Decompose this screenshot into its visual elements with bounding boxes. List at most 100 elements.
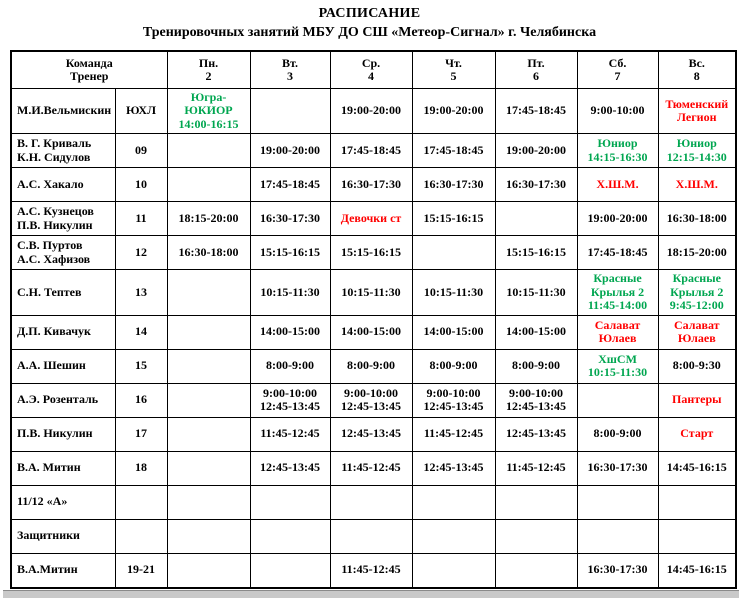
schedule-cell: 12:45-13:45 xyxy=(329,416,413,452)
team-number-cell: 11 xyxy=(114,201,168,237)
day-header: Пт. 6 xyxy=(494,50,578,89)
coach-cell: 11/12 «А» xyxy=(10,484,116,520)
team-number-cell: 12 xyxy=(114,235,168,271)
team-number-cell: 14 xyxy=(114,314,168,350)
table-row: П.В. Никулин 17 11:45-12:45 12:45-13:45 11:4… xyxy=(10,416,737,452)
schedule-cell: 14:45-16:15 xyxy=(657,450,737,486)
coach-cell: В.А.Митин xyxy=(10,552,116,589)
schedule-cell: 8:00-9:30 xyxy=(657,348,737,384)
schedule-cell xyxy=(329,484,413,520)
schedule-cell: 9:00-10:00 xyxy=(576,87,659,135)
schedule-cell xyxy=(166,416,251,452)
team-number-cell: 16 xyxy=(114,382,168,418)
schedule-cell xyxy=(576,484,659,520)
schedule-cell xyxy=(411,235,496,271)
schedule-cell: 15:15-16:15 xyxy=(494,235,578,271)
schedule-cell: 8:00-9:00 xyxy=(411,348,496,384)
schedule-cell: 9:00-10:00 12:45-13:45 xyxy=(411,382,496,418)
schedule-cell: Девочки ст xyxy=(329,201,413,237)
schedule-cell xyxy=(657,484,737,520)
schedule-cell: 10:15-11:30 xyxy=(329,269,413,316)
day-header: Ср. 4 xyxy=(329,50,413,89)
schedule-cell: Старт xyxy=(657,416,737,452)
schedule-cell: 16:30-17:30 xyxy=(411,167,496,203)
team-number-cell: ЮХЛ xyxy=(114,87,168,135)
schedule-cell: Салават Юлаев xyxy=(576,314,659,350)
schedule-cell: 15:15-16:15 xyxy=(411,201,496,237)
schedule-cell xyxy=(249,518,331,554)
schedule-cell: 16:30-17:30 xyxy=(576,450,659,486)
schedule-cell: 8:00-9:00 xyxy=(494,348,578,384)
schedule-cell: 17:45-18:45 xyxy=(576,235,659,271)
schedule-cell: 19:00-20:00 xyxy=(494,133,578,169)
day-header: Чт. 5 xyxy=(411,50,496,89)
team-number-cell: 09 xyxy=(114,133,168,169)
schedule-cell: Красные Крылья 2 11:45-14:00 xyxy=(576,269,659,316)
schedule-cell xyxy=(166,484,251,520)
schedule-cell: 14:00-15:00 xyxy=(329,314,413,350)
schedule-cell: 14:00-15:00 xyxy=(411,314,496,350)
schedule-cell: Красные Крылья 2 9:45-12:00 xyxy=(657,269,737,316)
team-number-cell: 17 xyxy=(114,416,168,452)
team-number-cell xyxy=(114,518,168,554)
table-row: 11/12 «А» xyxy=(10,484,737,520)
corner-header: Команда Тренер xyxy=(10,50,168,89)
table-row: В.А. Митин 18 12:45-13:45 11:45-12:45 12:45-… xyxy=(10,450,737,486)
schedule-cell xyxy=(166,314,251,350)
schedule-cell: 19:00-20:00 xyxy=(576,201,659,237)
coach-cell: А.А. Шешин xyxy=(10,348,116,384)
schedule-cell: 14:00-15:00 xyxy=(494,314,578,350)
schedule-cell xyxy=(576,382,659,418)
team-number-cell: 13 xyxy=(114,269,168,316)
coach-cell: А.Э. Розенталь xyxy=(10,382,116,418)
day-header: Вс. 8 xyxy=(657,50,737,89)
schedule-cell: 16:30-17:30 xyxy=(494,167,578,203)
coach-cell: П.В. Никулин xyxy=(10,416,116,452)
schedule-cell: 9:00-10:00 12:45-13:45 xyxy=(329,382,413,418)
schedule-cell: 12:45-13:45 xyxy=(249,450,331,486)
schedule-cell: Пантеры xyxy=(657,382,737,418)
schedule-cell: 11:45-12:45 xyxy=(329,450,413,486)
table-row: А.С. Кузнецов П.В. Никулин 11 18:15-20:00 1… xyxy=(10,201,737,237)
coach-cell: С.В. Пуртов А.С. Хафизов xyxy=(10,235,116,271)
schedule-cell xyxy=(166,382,251,418)
schedule-cell xyxy=(166,518,251,554)
schedule-cell xyxy=(657,518,737,554)
schedule-cell: 8:00-9:00 xyxy=(249,348,331,384)
table-row: Защитники xyxy=(10,518,737,554)
schedule-cell: 16:30-18:00 xyxy=(166,235,251,271)
table-row: В.А.Митин 19-21 11:45-12:45 16:30-17:30 14:4… xyxy=(10,552,737,589)
schedule-cell: 16:30-18:00 xyxy=(657,201,737,237)
schedule-cell: 12:45-13:45 xyxy=(494,416,578,452)
team-number-cell xyxy=(114,484,168,520)
team-number-cell: 15 xyxy=(114,348,168,384)
schedule-cell: 16:30-17:30 xyxy=(329,167,413,203)
table-row: В. Г. Криваль К.Н. Сидулов 09 19:00-20:00 1… xyxy=(10,133,737,169)
schedule-cell: 12:45-13:45 xyxy=(411,450,496,486)
coach-cell: Защитники xyxy=(10,518,116,554)
schedule-cell xyxy=(166,450,251,486)
coach-cell: В. Г. Криваль К.Н. Сидулов xyxy=(10,133,116,169)
schedule-cell xyxy=(576,518,659,554)
schedule-cell: Салават Юлаев xyxy=(657,314,737,350)
schedule-cell: Х.Ш.М. xyxy=(576,167,659,203)
schedule-cell: 9:00-10:00 12:45-13:45 xyxy=(249,382,331,418)
team-number-cell: 19-21 xyxy=(114,552,168,589)
schedule-cell: 8:00-9:00 xyxy=(576,416,659,452)
header-row: Команда Тренер Пн. 2 Вт. 3 Ср. 4 Чт. 5 Пт. 6… xyxy=(10,50,737,89)
schedule-cell: 17:45-18:45 xyxy=(329,133,413,169)
table-row: С.Н. Тептев 13 10:15-11:30 10:15-11:30 10:15… xyxy=(10,269,737,316)
schedule-cell xyxy=(249,552,331,589)
schedule-cell xyxy=(494,484,578,520)
schedule-cell: 19:00-20:00 xyxy=(411,87,496,135)
table-row: А.С. Хакало 10 17:45-18:45 16:30-17:30 16:30… xyxy=(10,167,737,203)
coach-cell: М.И.Вельмискин xyxy=(10,87,116,135)
coach-cell: А.С. Хакало xyxy=(10,167,116,203)
schedule-cell: ХшСМ 10:15-11:30 xyxy=(576,348,659,384)
schedule-cell xyxy=(411,484,496,520)
team-number-cell: 10 xyxy=(114,167,168,203)
coach-cell: Д.П. Кивачук xyxy=(10,314,116,350)
schedule-cell: Югра- ЮКИОР 14:00-16:15 xyxy=(166,87,251,135)
coach-cell: В.А. Митин xyxy=(10,450,116,486)
horizontal-scrollbar[interactable] xyxy=(3,589,739,598)
